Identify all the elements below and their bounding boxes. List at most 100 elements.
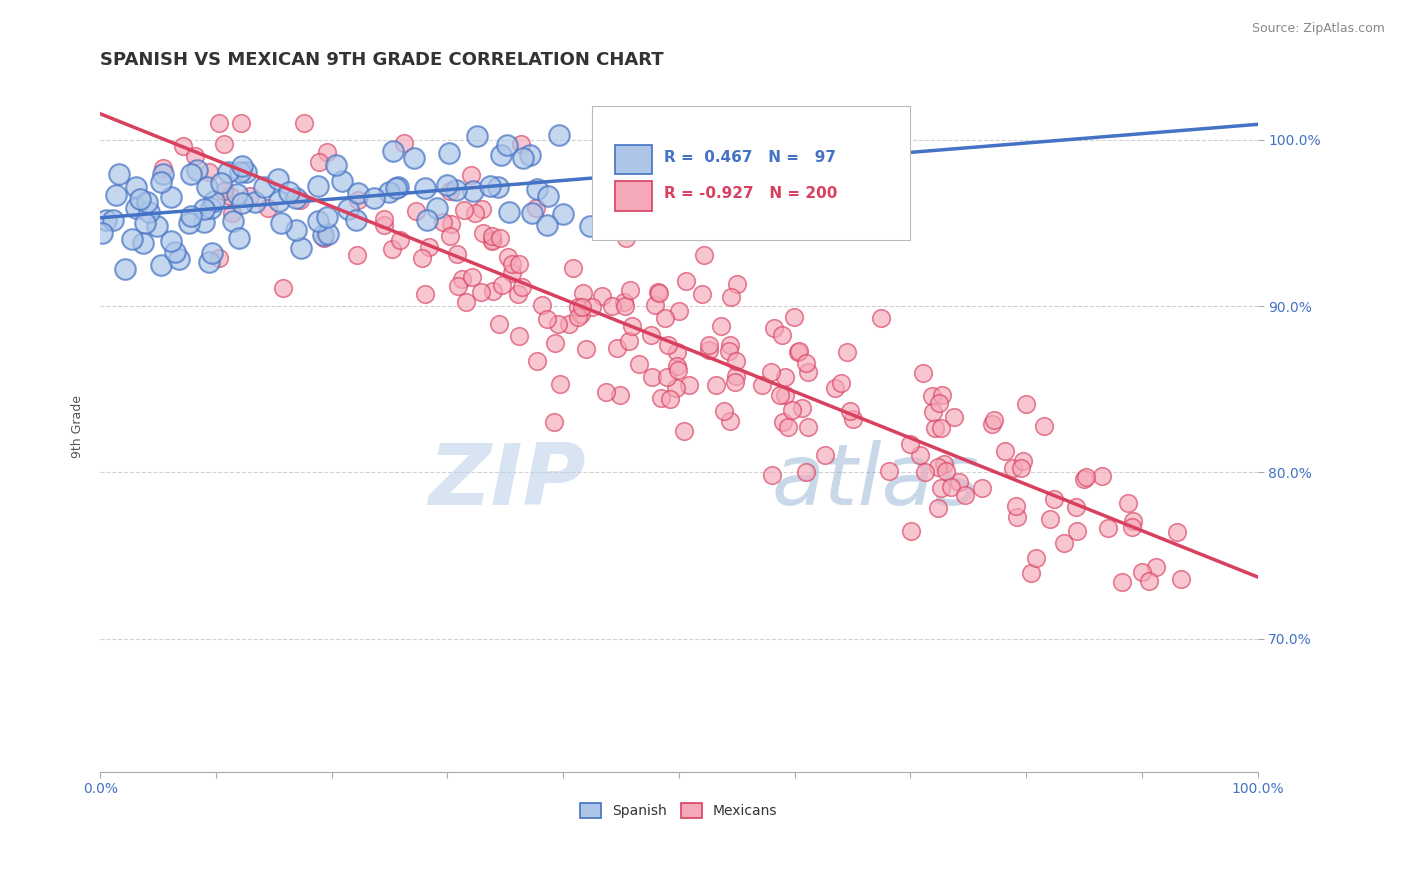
Point <box>221 205 243 219</box>
Y-axis label: 9th Grade: 9th Grade <box>72 395 84 458</box>
Point <box>613 299 636 313</box>
Point <box>621 318 644 333</box>
Point <box>1015 397 1038 411</box>
Point <box>1111 574 1133 589</box>
Point <box>501 266 523 280</box>
Point <box>567 301 589 315</box>
Point <box>697 338 720 352</box>
Point <box>193 214 215 228</box>
Point <box>609 388 631 402</box>
Point <box>381 242 404 256</box>
Point <box>381 145 404 159</box>
Point <box>506 287 529 301</box>
Point <box>617 334 640 348</box>
Point <box>160 190 183 204</box>
Point <box>931 388 953 402</box>
Point <box>198 255 221 269</box>
Point <box>201 245 224 260</box>
Point <box>245 194 267 209</box>
Point <box>222 213 245 227</box>
Point <box>198 165 221 179</box>
Point <box>481 229 503 244</box>
Point <box>786 344 808 359</box>
Point <box>439 228 461 243</box>
Point <box>526 182 548 196</box>
Point <box>363 191 385 205</box>
Point <box>725 277 748 292</box>
Point <box>628 357 651 371</box>
Point <box>152 167 174 181</box>
Point <box>1074 469 1097 483</box>
Point <box>675 274 697 288</box>
Point <box>378 185 401 199</box>
Point <box>839 403 862 417</box>
Point <box>704 377 727 392</box>
Point <box>769 388 792 402</box>
Point <box>751 377 773 392</box>
Point <box>325 158 347 172</box>
Point <box>138 205 160 219</box>
Point <box>470 285 492 299</box>
Point <box>114 261 136 276</box>
Point <box>470 202 492 216</box>
Point <box>160 234 183 248</box>
Point <box>253 180 276 194</box>
Point <box>928 396 950 410</box>
Point <box>929 481 952 495</box>
Point <box>336 202 359 216</box>
Point <box>1091 468 1114 483</box>
Point <box>316 227 339 241</box>
Point <box>773 370 796 384</box>
Point <box>179 216 201 230</box>
Point <box>1066 524 1088 539</box>
Point <box>613 294 636 309</box>
Point <box>510 137 533 152</box>
Point <box>214 184 236 198</box>
Point <box>1097 521 1119 535</box>
Point <box>718 414 741 428</box>
Point <box>531 298 554 312</box>
Point <box>347 193 370 207</box>
Point <box>101 213 124 227</box>
Point <box>783 310 806 325</box>
Point <box>121 232 143 246</box>
Point <box>231 195 253 210</box>
Point <box>614 231 637 245</box>
Point <box>440 218 463 232</box>
Point <box>235 165 257 179</box>
Point <box>929 420 952 434</box>
Point <box>797 419 820 434</box>
Point <box>180 168 202 182</box>
Point <box>453 203 475 218</box>
Point <box>124 180 146 194</box>
Point <box>980 417 1002 431</box>
Point <box>664 380 686 394</box>
Point <box>285 191 308 205</box>
Point <box>413 181 436 195</box>
Point <box>692 153 714 168</box>
Point <box>710 318 733 333</box>
Point <box>725 354 748 368</box>
Point <box>496 250 519 264</box>
Point <box>575 343 598 357</box>
Point <box>387 179 409 194</box>
Point <box>718 338 741 352</box>
Point <box>665 345 688 359</box>
Point <box>496 137 519 152</box>
Point <box>672 424 695 438</box>
Point <box>571 285 593 300</box>
Point <box>96 212 118 227</box>
Point <box>1144 560 1167 574</box>
Point <box>675 174 697 188</box>
Point <box>239 189 262 203</box>
Point <box>932 457 955 471</box>
Point <box>1118 496 1140 510</box>
Point <box>778 419 800 434</box>
Point <box>498 205 520 219</box>
Point <box>481 233 503 247</box>
Point <box>439 185 461 199</box>
Point <box>489 231 512 245</box>
Point <box>167 252 190 266</box>
Point <box>924 421 946 435</box>
Point <box>877 464 900 478</box>
